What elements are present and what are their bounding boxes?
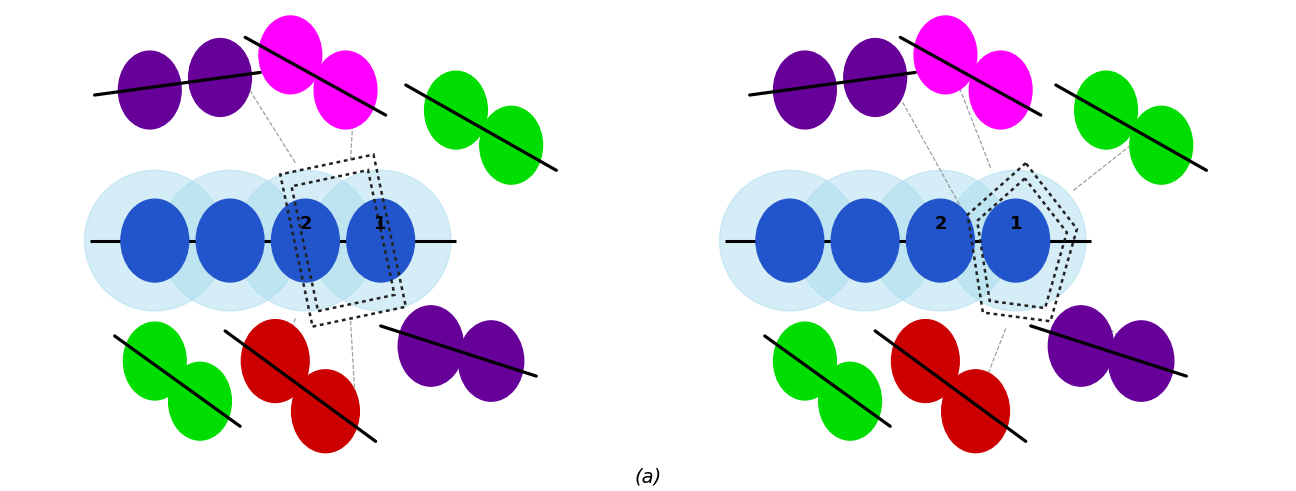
Ellipse shape xyxy=(819,362,881,440)
Text: 2: 2 xyxy=(934,215,946,233)
Ellipse shape xyxy=(121,199,189,282)
Ellipse shape xyxy=(1074,71,1138,149)
Ellipse shape xyxy=(259,16,321,94)
Ellipse shape xyxy=(292,370,359,453)
Ellipse shape xyxy=(398,306,464,386)
Ellipse shape xyxy=(942,370,1010,453)
Ellipse shape xyxy=(774,322,836,400)
Ellipse shape xyxy=(1130,107,1192,184)
Text: 2: 2 xyxy=(299,215,311,233)
Ellipse shape xyxy=(241,320,310,403)
Ellipse shape xyxy=(314,51,377,129)
Ellipse shape xyxy=(756,199,824,282)
Text: (a): (a) xyxy=(634,467,662,486)
Ellipse shape xyxy=(425,71,487,149)
Ellipse shape xyxy=(168,362,232,440)
Ellipse shape xyxy=(969,51,1032,129)
Text: 1: 1 xyxy=(1010,215,1023,233)
Ellipse shape xyxy=(311,170,451,311)
Ellipse shape xyxy=(892,320,959,403)
Ellipse shape xyxy=(196,199,264,282)
Ellipse shape xyxy=(347,199,415,282)
Ellipse shape xyxy=(271,199,340,282)
Ellipse shape xyxy=(1048,306,1113,386)
Ellipse shape xyxy=(459,321,524,401)
Ellipse shape xyxy=(774,51,836,129)
Ellipse shape xyxy=(982,199,1050,282)
Ellipse shape xyxy=(831,199,899,282)
Ellipse shape xyxy=(844,39,906,116)
Ellipse shape xyxy=(719,170,861,311)
Ellipse shape xyxy=(159,170,301,311)
Ellipse shape xyxy=(118,51,181,129)
Ellipse shape xyxy=(84,170,226,311)
Ellipse shape xyxy=(123,322,187,400)
Ellipse shape xyxy=(870,170,1011,311)
Bar xyxy=(292,170,394,311)
Ellipse shape xyxy=(794,170,936,311)
Ellipse shape xyxy=(946,170,1086,311)
Bar xyxy=(280,155,406,327)
Ellipse shape xyxy=(906,199,975,282)
Ellipse shape xyxy=(1108,321,1174,401)
Ellipse shape xyxy=(480,107,543,184)
Ellipse shape xyxy=(914,16,977,94)
Ellipse shape xyxy=(235,170,376,311)
Ellipse shape xyxy=(189,39,251,116)
Text: 1: 1 xyxy=(375,215,388,233)
